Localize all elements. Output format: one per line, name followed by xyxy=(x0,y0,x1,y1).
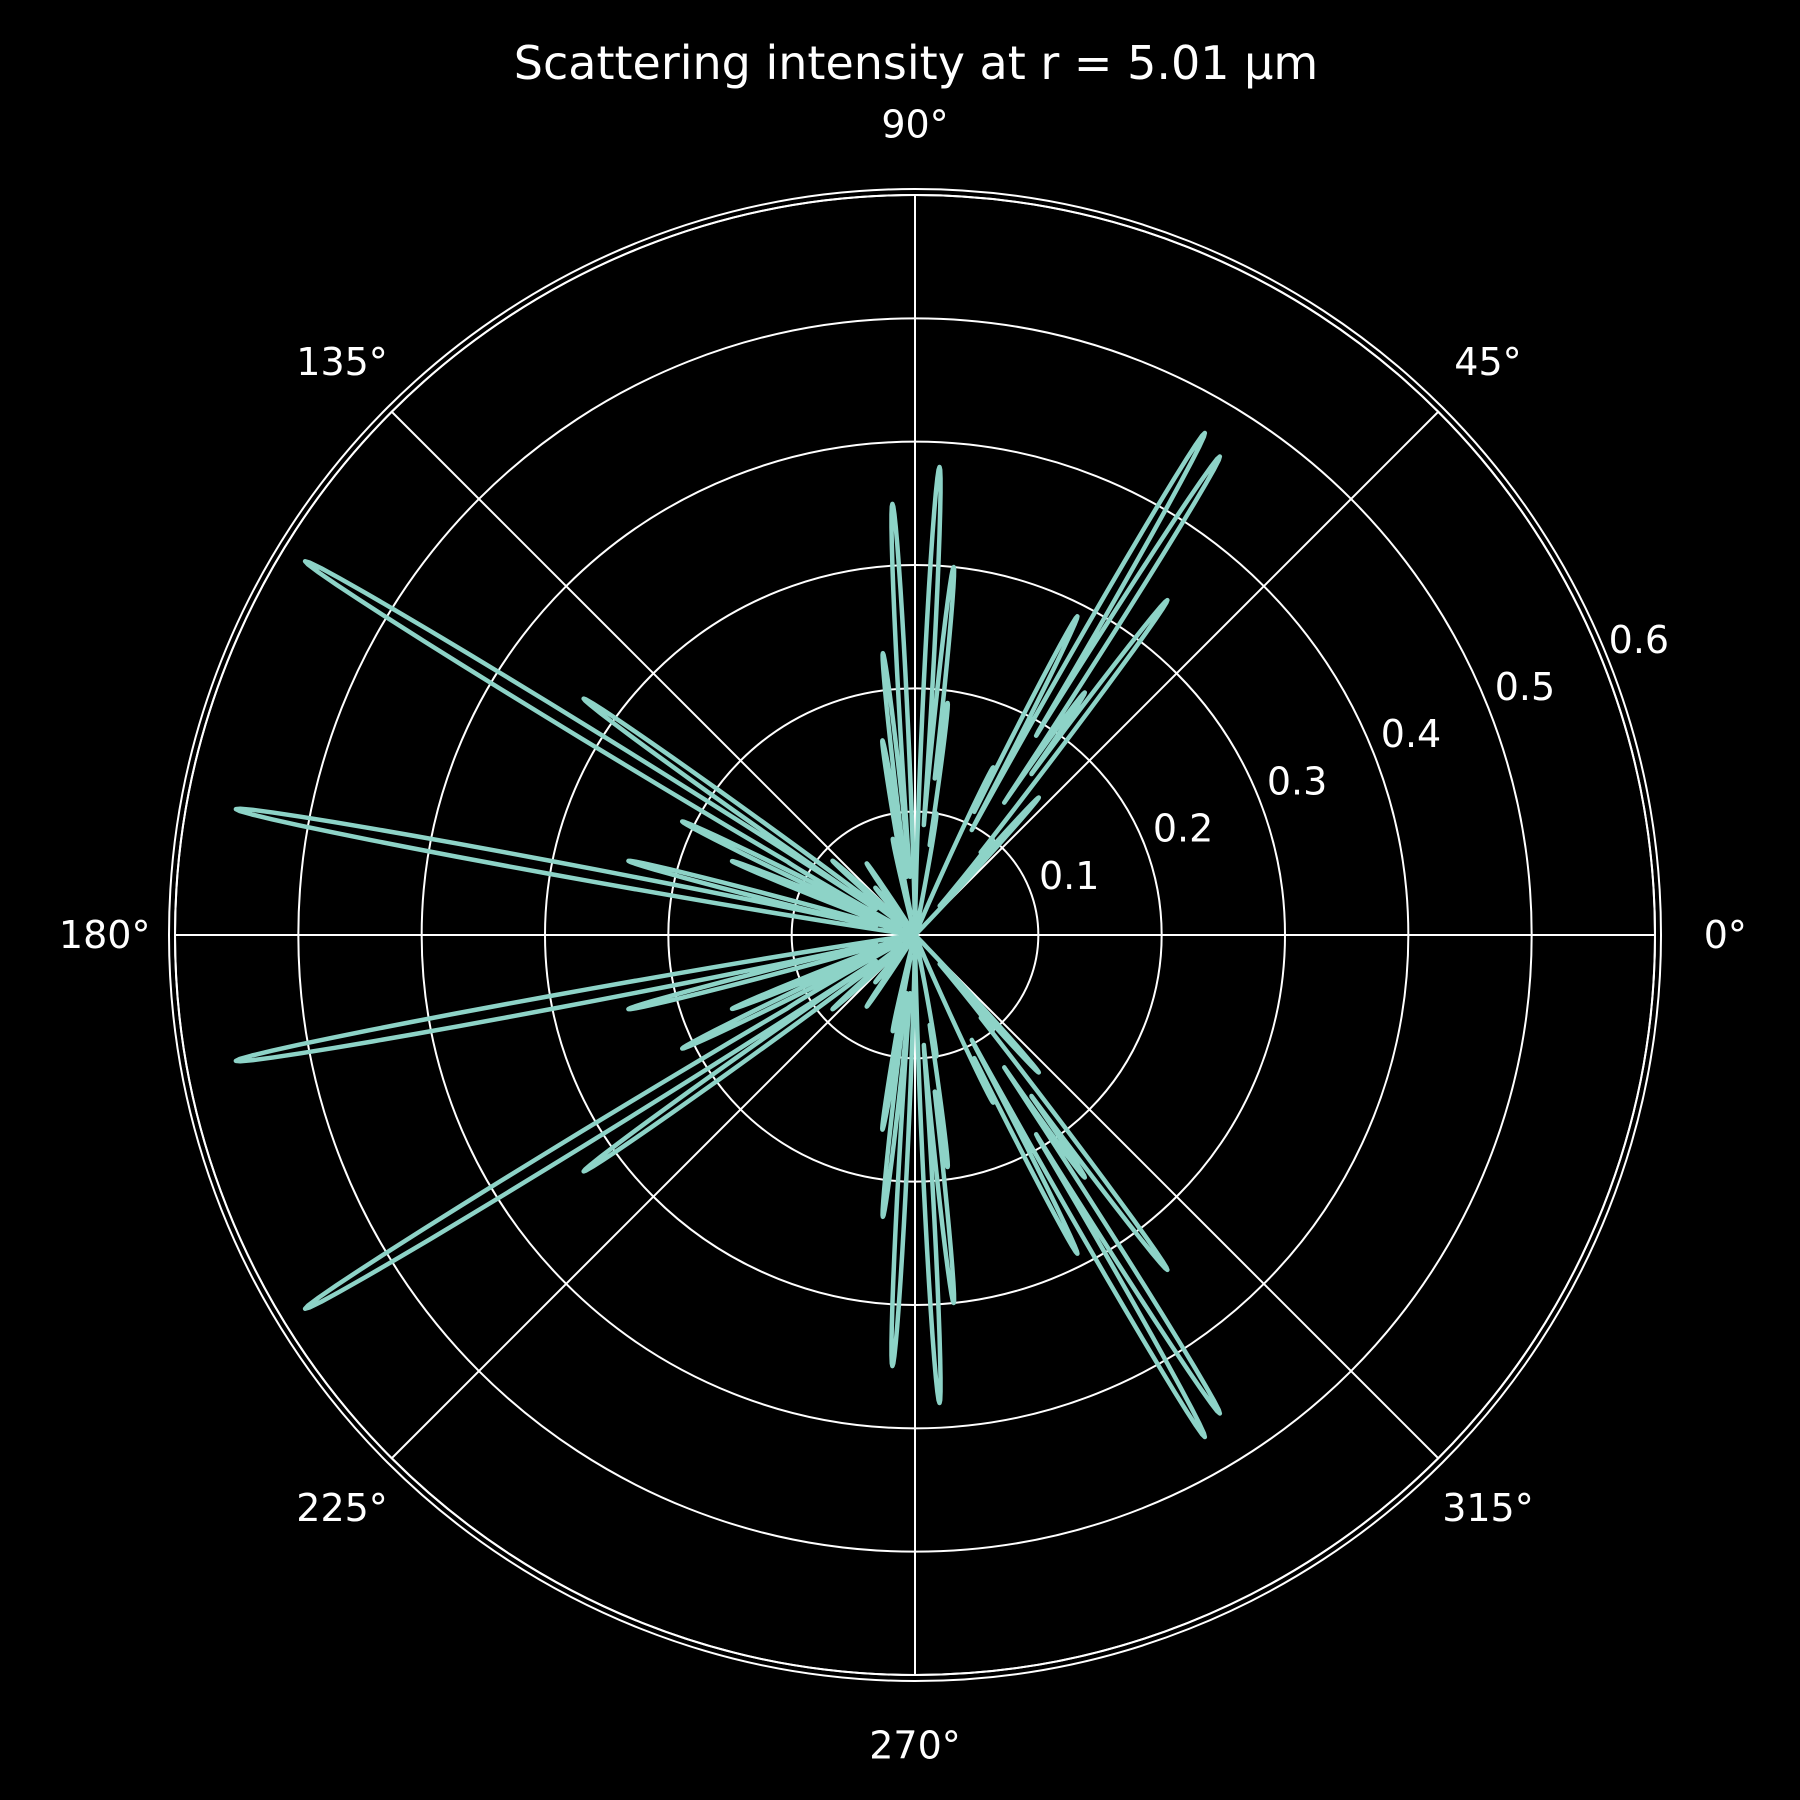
radial-tick-label: 0.6 xyxy=(1609,618,1669,662)
radial-tick-label: 0.4 xyxy=(1381,712,1441,756)
angular-gridline-3 xyxy=(391,411,916,936)
radial-tick-label: 0.2 xyxy=(1153,807,1213,851)
angle-tick-label: 0° xyxy=(1704,913,1747,957)
angle-tick-label: 45° xyxy=(1454,340,1521,384)
angle-tick-label: 315° xyxy=(1442,1486,1534,1530)
intensity-line xyxy=(233,430,1223,1440)
angle-tick-label: 135° xyxy=(296,340,388,384)
angle-tick-label: 90° xyxy=(881,103,948,147)
angle-tick-label: 180° xyxy=(59,913,151,957)
radial-tick-label: 0.5 xyxy=(1495,665,1555,709)
tick-labels: 0° 45° 90° 135° 180° 225° 270° 315° 0.1 0.2 0.3 0.4… xyxy=(59,103,1747,1768)
chart-title: Scattering intensity at r = 5.01 µm xyxy=(513,36,1319,90)
angle-tick-label: 225° xyxy=(296,1486,388,1530)
angle-tick-label: 270° xyxy=(869,1723,961,1767)
angular-gridline-5 xyxy=(391,934,916,1459)
outer-frame-outer xyxy=(168,188,1662,1682)
outer-frame-inner xyxy=(174,194,1656,1676)
radial-tick-label: 0.1 xyxy=(1039,854,1099,898)
intensity-series xyxy=(233,430,1223,1440)
polar-grid xyxy=(168,188,1662,1682)
radial-tick-label: 0.3 xyxy=(1267,759,1327,803)
angular-gridline-7 xyxy=(914,934,1439,1459)
angular-gridline-1 xyxy=(914,411,1439,936)
